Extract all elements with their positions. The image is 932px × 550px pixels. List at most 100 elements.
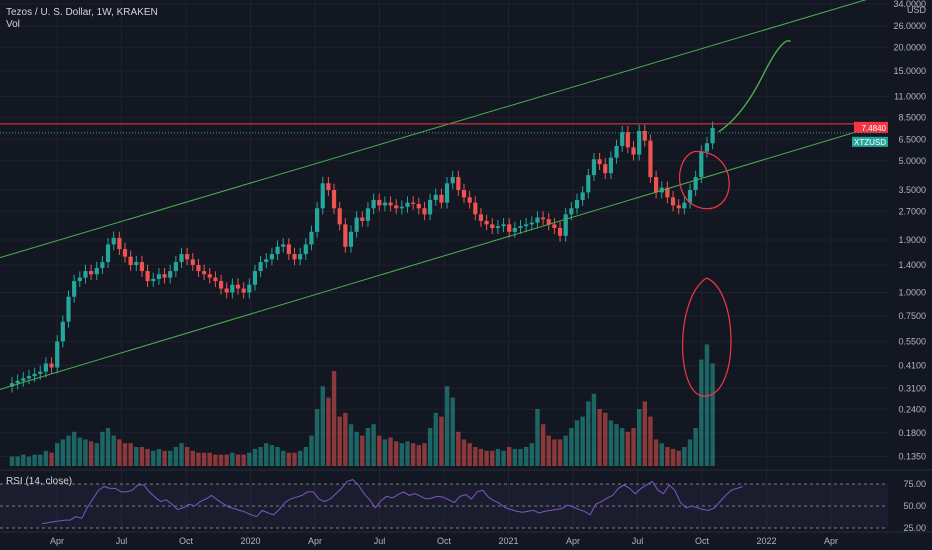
volume-bar (439, 416, 444, 466)
volume-bar (26, 456, 32, 466)
volume-bar (365, 428, 371, 466)
volume-bar (670, 448, 676, 466)
candle-body (241, 288, 246, 293)
volume-bar (693, 428, 698, 466)
volume-bar (574, 420, 580, 466)
candle-body (563, 214, 568, 236)
candle-body (411, 202, 416, 205)
currency-label: USD (907, 5, 927, 15)
candle-body (38, 371, 43, 374)
candle-body (235, 284, 241, 289)
candle-body (490, 224, 495, 229)
volume-bar (699, 359, 704, 466)
volume-bar (286, 452, 292, 466)
candlesticks (9, 121, 715, 393)
volume-bar (450, 397, 455, 466)
candle-body (168, 271, 173, 278)
volume-bar (320, 386, 325, 466)
volume-bar (201, 452, 207, 466)
volume-bar (405, 441, 410, 466)
candle-body (354, 217, 359, 232)
candle-body (21, 378, 26, 381)
candle-body (77, 277, 82, 282)
candle-body (552, 224, 557, 229)
candle-body (456, 177, 461, 191)
price-tick-label: 0.2400 (898, 404, 926, 414)
candle-body (569, 208, 574, 215)
volume-bar (495, 448, 501, 466)
volume-bar (382, 439, 388, 466)
rsi-tick-label: 25.00 (903, 523, 926, 533)
volume-bar (642, 401, 647, 466)
volume-bar (179, 443, 184, 466)
volume-bar (580, 416, 585, 466)
candle-body (365, 208, 371, 221)
price-tick-label: 0.1800 (898, 428, 926, 438)
volume-bar (614, 424, 619, 466)
volume-bar (360, 435, 365, 466)
candle-body (687, 190, 693, 203)
candle-body (60, 321, 65, 342)
price-tick-label: 20.0000 (893, 42, 926, 52)
volume-bar (399, 443, 405, 466)
volume-bar (636, 409, 642, 466)
time-tick-label: 2022 (756, 536, 776, 546)
volume-bar (337, 416, 342, 466)
candle-body (269, 254, 274, 260)
candle-body (580, 192, 585, 200)
volume-bar (218, 454, 224, 466)
time-tick-label: Oct (695, 536, 710, 546)
candle-body (162, 274, 167, 278)
volume-bar (66, 435, 71, 466)
price-tick-label: 5.0000 (898, 156, 926, 166)
volume-bar (139, 447, 145, 466)
price-tick-label: 26.0000 (893, 21, 926, 31)
time-tick-label: 2021 (498, 536, 518, 546)
volume-bar (704, 344, 710, 466)
volume-bar (586, 401, 591, 466)
candle-body (637, 131, 642, 155)
candle-body (275, 246, 280, 255)
candle-body (648, 140, 653, 178)
volume-bar (682, 447, 687, 466)
current-price-text: 7.4840 (862, 124, 887, 133)
candle-body (134, 262, 139, 265)
candle-body (394, 205, 399, 209)
volume-bar (563, 435, 568, 466)
candle-body (286, 244, 291, 255)
volume-bar (224, 454, 229, 466)
candle-body (428, 199, 433, 215)
volume-bar (343, 412, 348, 466)
candle-body (315, 208, 320, 232)
time-tick-label: Apr (566, 536, 580, 546)
volume-bar (15, 456, 20, 466)
volume-label: Vol (6, 19, 20, 30)
price-tick-label: 8.5000 (898, 112, 926, 122)
volume-bar (484, 450, 489, 466)
volume-bar (625, 431, 631, 466)
candle-body (247, 284, 252, 293)
candle-body (371, 199, 376, 209)
candle-body (303, 244, 308, 255)
volume-bar (49, 452, 54, 466)
volume-bar (456, 431, 461, 466)
volume-bar (258, 447, 263, 466)
volume-bar (111, 435, 116, 466)
price-tick-label: 34.0000 (893, 0, 926, 9)
volume-bar (88, 441, 94, 466)
volume-bar (117, 439, 122, 466)
price-tick-label: 15.0000 (893, 66, 926, 76)
candle-body (100, 262, 105, 268)
candle-body (682, 202, 687, 209)
candle-body (202, 271, 207, 275)
volume-bar (501, 450, 506, 466)
candle-body (450, 177, 455, 184)
candle-body (9, 383, 15, 387)
candle-body (224, 288, 229, 293)
volume-bar (461, 439, 467, 466)
candle-body (642, 131, 647, 141)
candle-body (326, 183, 331, 191)
volume-bar (416, 445, 421, 466)
